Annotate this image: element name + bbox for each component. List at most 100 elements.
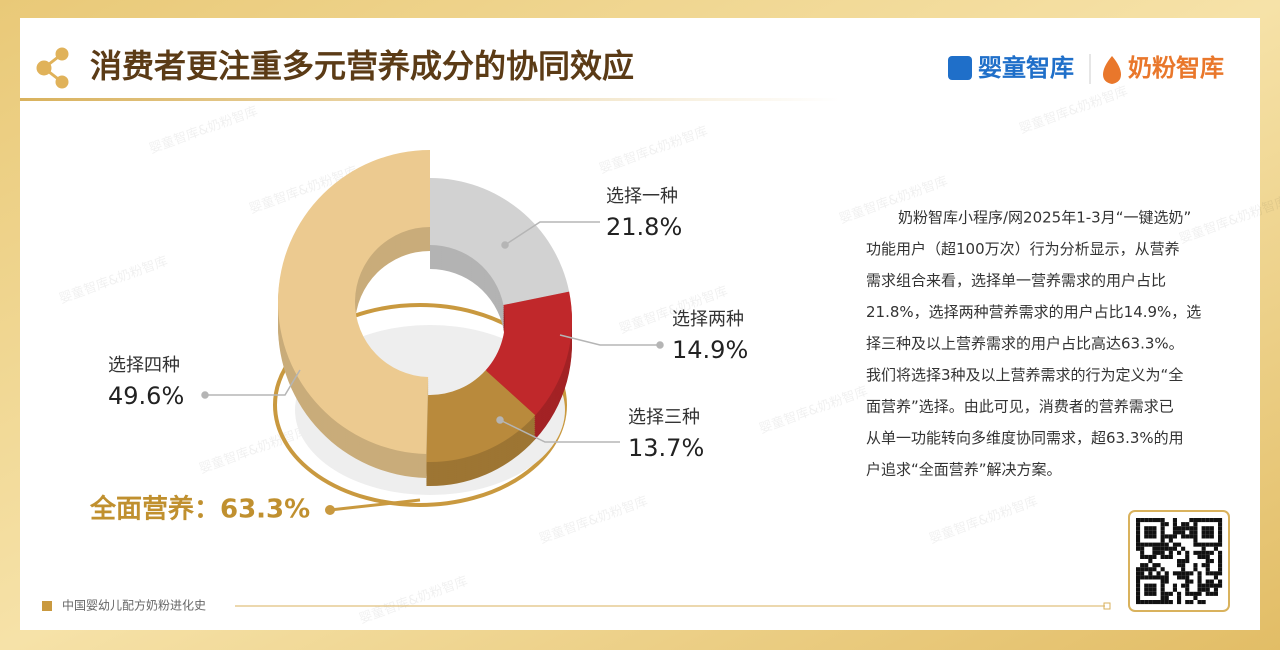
qr-cell <box>1160 534 1165 539</box>
qr-cell <box>1160 518 1165 523</box>
qr-cell <box>1144 542 1149 547</box>
qr-cell <box>1209 530 1214 535</box>
qr-cell <box>1201 546 1206 551</box>
qr-cell <box>1185 591 1190 596</box>
qr-cell <box>1181 526 1186 531</box>
qr-cell <box>1213 518 1218 523</box>
qr-cell <box>1172 534 1177 539</box>
qr-cell <box>1185 554 1190 559</box>
qr-cell <box>1164 546 1169 551</box>
qr-cell <box>1205 563 1210 568</box>
qr-cell <box>1160 575 1165 580</box>
annotation-dot <box>325 505 335 515</box>
qr-cell <box>1177 559 1182 564</box>
qr-cell <box>1209 518 1214 523</box>
qr-cell <box>1177 571 1182 576</box>
qr-cell <box>1205 583 1210 588</box>
qr-cell <box>1172 530 1177 535</box>
qr-cell <box>1201 550 1206 555</box>
qr-cell <box>1156 571 1161 576</box>
qr-cell <box>1193 595 1198 600</box>
qr-cell <box>1205 571 1210 576</box>
qr-cell <box>1213 546 1218 551</box>
qr-cell <box>1136 522 1141 527</box>
qr-cell <box>1156 518 1161 523</box>
qr-cell <box>1140 600 1145 605</box>
qr-cell <box>1148 534 1153 539</box>
qr-cell <box>1197 550 1202 555</box>
qr-cell <box>1152 546 1157 551</box>
qr-cell <box>1144 587 1149 592</box>
qr-cell <box>1181 575 1186 580</box>
qr-cell <box>1152 563 1157 568</box>
qr-cell <box>1185 559 1190 564</box>
qr-cell <box>1185 587 1190 592</box>
qr-cell <box>1144 534 1149 539</box>
qr-cell <box>1148 571 1153 576</box>
qr-cell <box>1136 583 1141 588</box>
qr-cell <box>1160 530 1165 535</box>
qr-cell <box>1201 526 1206 531</box>
description-line: 21.8%，选择两种营养需求的用户占比14.9%，选 <box>866 303 1201 321</box>
qr-cell <box>1189 526 1194 531</box>
qr-cell <box>1205 559 1210 564</box>
qr-cell <box>1205 530 1210 535</box>
qr-cell <box>1152 526 1157 531</box>
qr-cell <box>1181 571 1186 576</box>
description-line: 从单一功能转向多维度协同需求，超63.3%的用 <box>866 429 1184 447</box>
qr-cell <box>1164 575 1169 580</box>
qr-cell <box>1181 563 1186 568</box>
qr-cell <box>1152 600 1157 605</box>
qr-cell <box>1218 542 1223 547</box>
qr-cell <box>1172 571 1177 576</box>
qr-cell <box>1156 550 1161 555</box>
qr-cell <box>1136 595 1141 600</box>
qr-cell <box>1168 534 1173 539</box>
qr-cell <box>1172 587 1177 592</box>
qr-cell <box>1148 567 1153 572</box>
qr-cell <box>1177 591 1182 596</box>
qr-cell <box>1218 550 1223 555</box>
qr-cell <box>1213 583 1218 588</box>
qr-cell <box>1209 526 1214 531</box>
qr-cell <box>1160 591 1165 596</box>
qr-cell <box>1148 530 1153 535</box>
qr-cell <box>1185 571 1190 576</box>
annotation-line <box>329 498 421 512</box>
qr-cell <box>1213 587 1218 592</box>
qr-cell <box>1185 579 1190 584</box>
donut <box>277 150 572 486</box>
qr-cell <box>1197 583 1202 588</box>
qr-cell <box>1218 534 1223 539</box>
qr-cell <box>1148 600 1153 605</box>
qr-cell <box>1160 567 1165 572</box>
title-icon <box>36 47 69 89</box>
qr-cell <box>1160 554 1165 559</box>
qr-cell <box>1160 550 1165 555</box>
value-label: 49.6% <box>108 382 184 410</box>
qr-cell <box>1152 534 1157 539</box>
qr-cell <box>1152 567 1157 572</box>
annotation: 全面营养：63.3% <box>89 494 310 525</box>
qr-cell <box>1144 563 1149 568</box>
segment-label: 选择三种 <box>628 407 700 428</box>
qr-cell <box>1160 583 1165 588</box>
qr-cell <box>1152 554 1157 559</box>
qr-cell <box>1197 571 1202 576</box>
qr-cell <box>1136 567 1141 572</box>
qr-cell <box>1172 546 1177 551</box>
qr-cell <box>1148 542 1153 547</box>
segment <box>485 291 572 416</box>
qr-cell <box>1209 571 1214 576</box>
qr-cell <box>1218 518 1223 523</box>
qr-cell <box>1189 530 1194 535</box>
qr-cell <box>1181 559 1186 564</box>
qr-cell <box>1205 550 1210 555</box>
qr-cell <box>1152 550 1157 555</box>
qr-cell <box>1136 571 1141 576</box>
qr-cell <box>1136 538 1141 543</box>
qr-cell <box>1189 591 1194 596</box>
qr-cell <box>1152 583 1157 588</box>
